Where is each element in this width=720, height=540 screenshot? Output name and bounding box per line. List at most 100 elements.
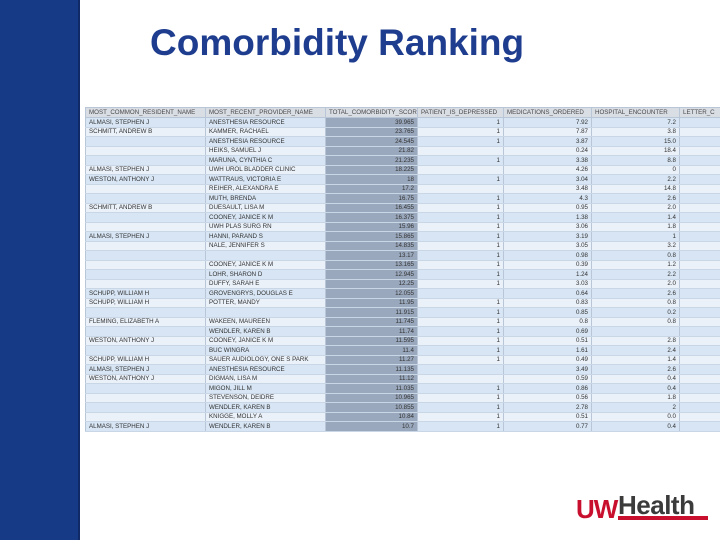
table-cell[interactable]: 1 (417, 222, 504, 232)
table-cell[interactable]: 7.2 (591, 117, 680, 128)
table-cell[interactable]: 2.2 (591, 174, 680, 185)
table-cell[interactable]: 11.4 (325, 345, 418, 356)
table-cell[interactable] (679, 184, 720, 194)
table-cell[interactable]: 1 (417, 212, 504, 223)
table-cell[interactable]: 0.59 (503, 374, 592, 384)
table-cell[interactable]: 8.8 (591, 155, 680, 166)
table-cell[interactable] (679, 250, 720, 261)
table-cell[interactable]: 3.49 (503, 364, 592, 375)
table-cell[interactable] (679, 174, 720, 185)
table-cell[interactable] (679, 298, 720, 308)
table-cell[interactable]: 11.12 (325, 374, 418, 384)
table-cell[interactable]: 1 (417, 412, 504, 422)
table-cell[interactable] (85, 222, 206, 232)
table-cell[interactable]: 3.48 (503, 184, 592, 194)
table-cell[interactable] (679, 136, 720, 147)
table-cell[interactable]: 1 (417, 127, 504, 137)
table-cell[interactable]: 14.8 (591, 184, 680, 194)
table-cell[interactable]: DIGMAN, LISA M (205, 374, 326, 384)
table-cell[interactable] (679, 326, 720, 337)
table-cell[interactable]: ALMASI, STEPHEN J (85, 117, 206, 128)
table-cell[interactable]: 10.7 (325, 421, 418, 432)
table-cell[interactable]: 0 (591, 165, 680, 175)
table-cell[interactable] (679, 146, 720, 156)
table-cell[interactable]: MIGON, JILL M (205, 383, 326, 394)
table-cell[interactable]: ANESTHESIA RESOURCE (205, 364, 326, 375)
table-cell[interactable]: 2.78 (503, 402, 592, 413)
table-cell[interactable]: 1 (417, 193, 504, 204)
table-cell[interactable]: 1 (417, 136, 504, 147)
table-cell[interactable]: 11.95 (325, 298, 418, 308)
table-cell[interactable]: 1 (417, 117, 504, 128)
table-cell[interactable] (205, 250, 326, 261)
table-cell[interactable]: 1 (417, 250, 504, 261)
table-cell[interactable]: 0.8 (503, 317, 592, 327)
table-cell[interactable]: REIHER, ALEXANDRA E (205, 184, 326, 194)
table-cell[interactable] (85, 260, 206, 270)
table-cell[interactable] (85, 402, 206, 413)
table-cell[interactable]: 1 (417, 402, 504, 413)
table-cell[interactable]: 1 (417, 174, 504, 185)
table-cell[interactable]: POTTER, MANDY (205, 298, 326, 308)
table-cell[interactable]: 2.8 (591, 336, 680, 346)
table-cell[interactable]: 0.24 (503, 146, 592, 156)
table-cell[interactable]: 3.04 (503, 174, 592, 185)
table-cell[interactable]: 1 (417, 231, 504, 242)
table-cell[interactable] (417, 165, 504, 175)
table-cell[interactable]: 1 (417, 203, 504, 213)
table-cell[interactable]: SCHUPP, WILLIAM H (85, 288, 206, 299)
column-header[interactable]: MOST_RECENT_PROVIDER_NAME (205, 107, 326, 118)
table-cell[interactable] (679, 393, 720, 403)
table-cell[interactable]: 0.8 (591, 250, 680, 261)
table-cell[interactable] (85, 193, 206, 204)
table-cell[interactable]: 0.69 (503, 326, 592, 337)
table-cell[interactable]: BUC WINGRA (205, 345, 326, 356)
table-cell[interactable]: MARUNA, CYNTHIA C (205, 155, 326, 166)
table-cell[interactable] (679, 364, 720, 375)
table-cell[interactable] (679, 317, 720, 327)
table-cell[interactable] (679, 203, 720, 213)
table-cell[interactable]: 1 (417, 355, 504, 365)
table-cell[interactable] (591, 326, 680, 337)
table-cell[interactable]: 7.87 (503, 127, 592, 137)
table-cell[interactable]: 0.64 (503, 288, 592, 299)
table-cell[interactable]: 1 (417, 307, 504, 318)
table-cell[interactable]: 11.745 (325, 317, 418, 327)
table-cell[interactable] (679, 421, 720, 432)
table-cell[interactable] (679, 165, 720, 175)
table-cell[interactable]: DUESAULT, LISA M (205, 203, 326, 213)
table-cell[interactable]: 1 (417, 421, 504, 432)
table-cell[interactable]: 0.95 (503, 203, 592, 213)
table-cell[interactable]: 3.06 (503, 222, 592, 232)
table-cell[interactable]: 10.84 (325, 412, 418, 422)
table-cell[interactable]: 1.8 (591, 222, 680, 232)
table-cell[interactable] (679, 279, 720, 289)
table-cell[interactable]: 2.2 (591, 269, 680, 280)
table-cell[interactable]: 4.3 (503, 193, 592, 204)
table-cell[interactable]: LOHR, SHARON D (205, 269, 326, 280)
table-cell[interactable] (679, 260, 720, 270)
table-cell[interactable]: 0.51 (503, 336, 592, 346)
table-cell[interactable]: KNIGGE, MOLLY A (205, 412, 326, 422)
table-cell[interactable]: 3.2 (591, 241, 680, 251)
table-cell[interactable] (85, 383, 206, 394)
table-cell[interactable]: 11.135 (325, 364, 418, 375)
table-cell[interactable]: ALMASI, STEPHEN J (85, 364, 206, 375)
table-cell[interactable]: 3.38 (503, 155, 592, 166)
table-cell[interactable] (679, 336, 720, 346)
table-cell[interactable]: ALMASI, STEPHEN J (85, 421, 206, 432)
table-cell[interactable]: 1.4 (591, 355, 680, 365)
table-cell[interactable]: WATTRAUS, VICTORIA E (205, 174, 326, 185)
table-cell[interactable] (679, 155, 720, 166)
table-cell[interactable]: 39.965 (325, 117, 418, 128)
table-cell[interactable] (417, 288, 504, 299)
table-cell[interactable]: 11.915 (325, 307, 418, 318)
table-cell[interactable]: 1 (417, 279, 504, 289)
table-cell[interactable] (85, 241, 206, 251)
table-cell[interactable]: 10.965 (325, 393, 418, 403)
table-cell[interactable]: 12.945 (325, 269, 418, 280)
table-cell[interactable]: WENDLER, KAREN B (205, 421, 326, 432)
table-cell[interactable]: 7.92 (503, 117, 592, 128)
table-cell[interactable]: 23.765 (325, 127, 418, 137)
column-header[interactable]: PATIENT_IS_DEPRESSED (417, 107, 504, 118)
